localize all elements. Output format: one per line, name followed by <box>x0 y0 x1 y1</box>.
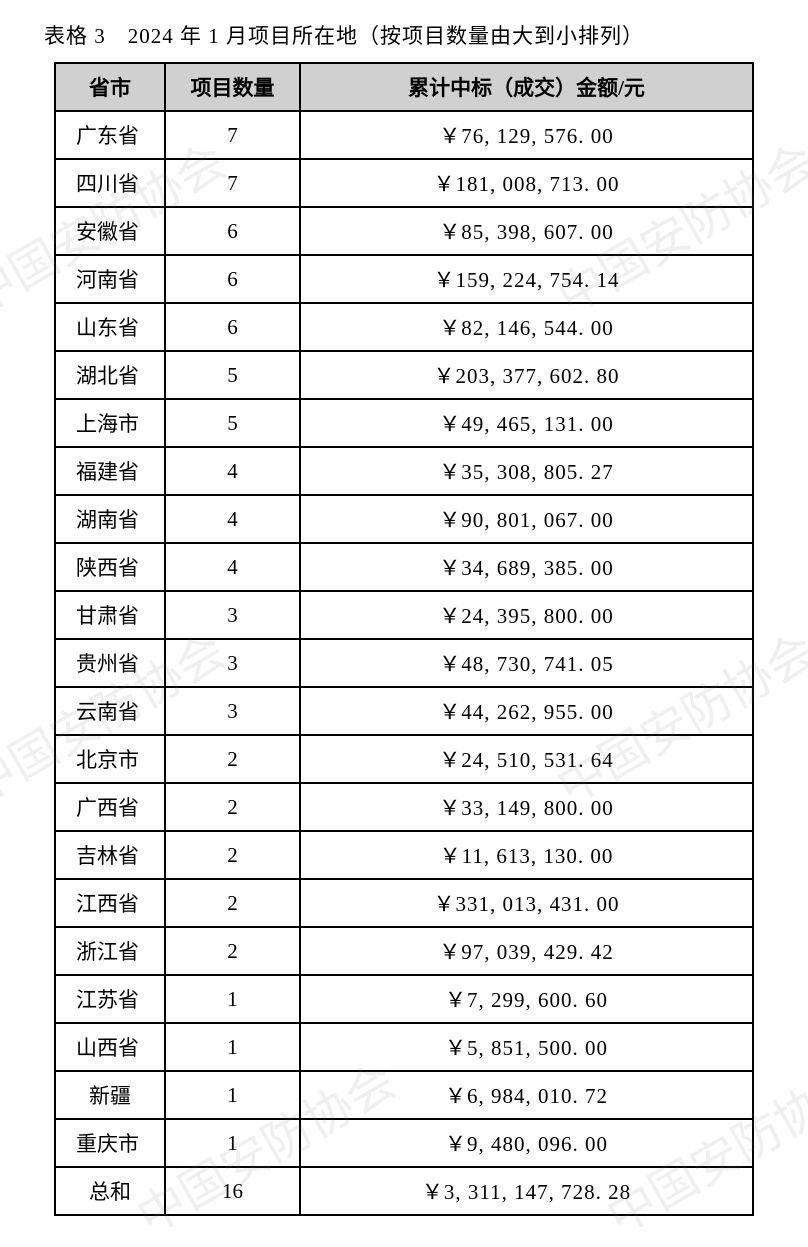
cell-amount: ￥90, 801, 067. 00 <box>300 495 753 543</box>
cell-count: 3 <box>165 687 300 735</box>
table-row: 甘肃省3￥24, 395, 800. 00 <box>55 591 753 639</box>
cell-province: 四川省 <box>55 159 165 207</box>
header-province: 省市 <box>55 63 165 111</box>
cell-amount: ￥181, 008, 713. 00 <box>300 159 753 207</box>
cell-province: 江西省 <box>55 879 165 927</box>
cell-count: 2 <box>165 783 300 831</box>
cell-count: 7 <box>165 159 300 207</box>
table-row: 河南省6￥159, 224, 754. 14 <box>55 255 753 303</box>
table-row: 重庆市1￥9, 480, 096. 00 <box>55 1119 753 1167</box>
cell-count: 4 <box>165 447 300 495</box>
cell-amount: ￥331, 013, 431. 00 <box>300 879 753 927</box>
cell-amount: ￥49, 465, 131. 00 <box>300 399 753 447</box>
cell-count: 6 <box>165 207 300 255</box>
cell-province: 湖北省 <box>55 351 165 399</box>
cell-count: 5 <box>165 399 300 447</box>
table-row: 江西省2￥331, 013, 431. 00 <box>55 879 753 927</box>
cell-amount: ￥24, 395, 800. 00 <box>300 591 753 639</box>
cell-count: 6 <box>165 303 300 351</box>
cell-amount: ￥85, 398, 607. 00 <box>300 207 753 255</box>
cell-amount: ￥34, 689, 385. 00 <box>300 543 753 591</box>
table-row: 浙江省2￥97, 039, 429. 42 <box>55 927 753 975</box>
table-row: 总和16￥3, 311, 147, 728. 28 <box>55 1167 753 1215</box>
cell-amount: ￥76, 129, 576. 00 <box>300 111 753 159</box>
table-row: 安徽省6￥85, 398, 607. 00 <box>55 207 753 255</box>
cell-amount: ￥6, 984, 010. 72 <box>300 1071 753 1119</box>
table-row: 贵州省3￥48, 730, 741. 05 <box>55 639 753 687</box>
cell-province: 安徽省 <box>55 207 165 255</box>
cell-province: 山东省 <box>55 303 165 351</box>
cell-amount: ￥82, 146, 544. 00 <box>300 303 753 351</box>
cell-province: 云南省 <box>55 687 165 735</box>
cell-amount: ￥5, 851, 500. 00 <box>300 1023 753 1071</box>
cell-province: 山西省 <box>55 1023 165 1071</box>
cell-count: 2 <box>165 927 300 975</box>
table-row: 广东省7￥76, 129, 576. 00 <box>55 111 753 159</box>
cell-province: 福建省 <box>55 447 165 495</box>
cell-province: 上海市 <box>55 399 165 447</box>
cell-amount: ￥7, 299, 600. 60 <box>300 975 753 1023</box>
table-row: 广西省2￥33, 149, 800. 00 <box>55 783 753 831</box>
cell-amount: ￥203, 377, 602. 80 <box>300 351 753 399</box>
table-row: 北京市2￥24, 510, 531. 64 <box>55 735 753 783</box>
cell-count: 1 <box>165 1071 300 1119</box>
cell-count: 2 <box>165 879 300 927</box>
cell-province: 陕西省 <box>55 543 165 591</box>
header-count: 项目数量 <box>165 63 300 111</box>
cell-amount: ￥9, 480, 096. 00 <box>300 1119 753 1167</box>
cell-province: 湖南省 <box>55 495 165 543</box>
table-row: 云南省3￥44, 262, 955. 00 <box>55 687 753 735</box>
table-row: 山西省1￥5, 851, 500. 00 <box>55 1023 753 1071</box>
table-row: 湖南省4￥90, 801, 067. 00 <box>55 495 753 543</box>
cell-province: 甘肃省 <box>55 591 165 639</box>
cell-province: 浙江省 <box>55 927 165 975</box>
cell-count: 5 <box>165 351 300 399</box>
cell-amount: ￥48, 730, 741. 05 <box>300 639 753 687</box>
cell-amount: ￥3, 311, 147, 728. 28 <box>300 1167 753 1215</box>
cell-amount: ￥33, 149, 800. 00 <box>300 783 753 831</box>
cell-count: 2 <box>165 831 300 879</box>
cell-province: 广西省 <box>55 783 165 831</box>
table-row: 陕西省4￥34, 689, 385. 00 <box>55 543 753 591</box>
table-header-row: 省市 项目数量 累计中标（成交）金额/元 <box>55 63 753 111</box>
table-row: 湖北省5￥203, 377, 602. 80 <box>55 351 753 399</box>
cell-count: 2 <box>165 735 300 783</box>
table-row: 四川省7￥181, 008, 713. 00 <box>55 159 753 207</box>
cell-amount: ￥35, 308, 805. 27 <box>300 447 753 495</box>
cell-province: 江苏省 <box>55 975 165 1023</box>
cell-amount: ￥159, 224, 754. 14 <box>300 255 753 303</box>
cell-amount: ￥24, 510, 531. 64 <box>300 735 753 783</box>
table-row: 福建省4￥35, 308, 805. 27 <box>55 447 753 495</box>
cell-amount: ￥11, 613, 130. 00 <box>300 831 753 879</box>
cell-count: 4 <box>165 495 300 543</box>
cell-province: 河南省 <box>55 255 165 303</box>
cell-count: 4 <box>165 543 300 591</box>
cell-count: 1 <box>165 975 300 1023</box>
cell-count: 6 <box>165 255 300 303</box>
cell-province: 吉林省 <box>55 831 165 879</box>
table-row: 山东省6￥82, 146, 544. 00 <box>55 303 753 351</box>
table-row: 江苏省1￥7, 299, 600. 60 <box>55 975 753 1023</box>
cell-province: 重庆市 <box>55 1119 165 1167</box>
cell-province: 广东省 <box>55 111 165 159</box>
table-row: 上海市5￥49, 465, 131. 00 <box>55 399 753 447</box>
cell-amount: ￥97, 039, 429. 42 <box>300 927 753 975</box>
table-row: 吉林省2￥11, 613, 130. 00 <box>55 831 753 879</box>
cell-count: 3 <box>165 639 300 687</box>
cell-amount: ￥44, 262, 955. 00 <box>300 687 753 735</box>
cell-province: 新疆 <box>55 1071 165 1119</box>
table-title: 表格 3 2024 年 1 月项目所在地（按项目数量由大到小排列） <box>40 20 768 50</box>
cell-count: 1 <box>165 1023 300 1071</box>
cell-province: 贵州省 <box>55 639 165 687</box>
table-row: 新疆1￥6, 984, 010. 72 <box>55 1071 753 1119</box>
cell-province: 总和 <box>55 1167 165 1215</box>
cell-count: 16 <box>165 1167 300 1215</box>
data-table: 省市 项目数量 累计中标（成交）金额/元 广东省7￥76, 129, 576. … <box>54 62 754 1216</box>
cell-province: 北京市 <box>55 735 165 783</box>
cell-count: 1 <box>165 1119 300 1167</box>
cell-count: 7 <box>165 111 300 159</box>
header-amount: 累计中标（成交）金额/元 <box>300 63 753 111</box>
cell-count: 3 <box>165 591 300 639</box>
